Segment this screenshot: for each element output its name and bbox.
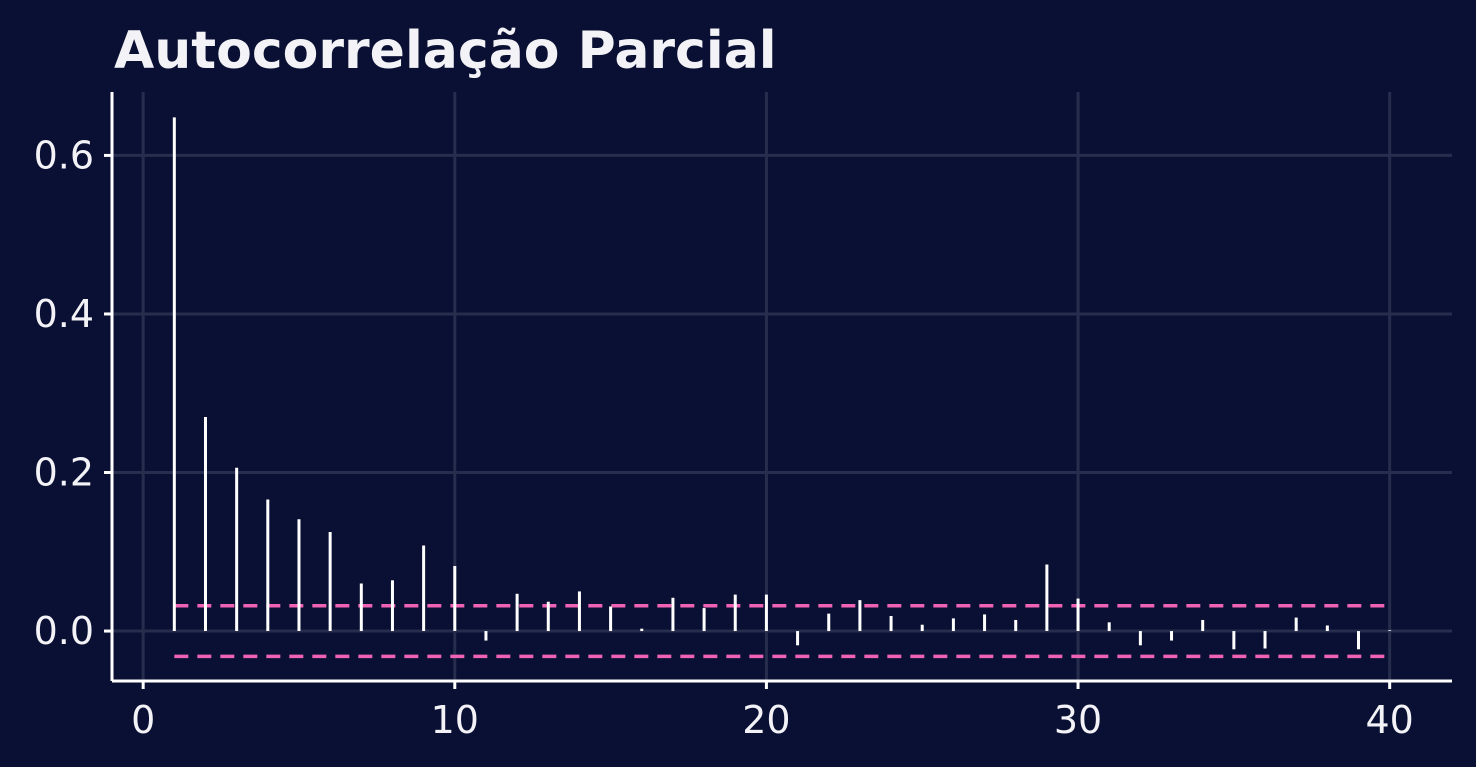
pacf-bars (172, 117, 1392, 650)
confidence-band (174, 603, 1390, 659)
y-tick-label: 0.4 (34, 292, 94, 336)
y-tick-label: 0.2 (34, 451, 94, 495)
axes (104, 92, 1452, 689)
y-tick-label: 0.6 (34, 133, 94, 177)
x-tick-label: 0 (131, 698, 155, 742)
x-tick-label: 40 (1365, 698, 1413, 742)
x-tick-label: 10 (431, 698, 479, 742)
grid-lines (112, 92, 1452, 681)
chart-title: Autocorrelação Parcial (114, 21, 777, 81)
x-tick-label: 20 (742, 698, 790, 742)
tick-labels: 0 10 20 30 40 0.0 0.2 0.4 0.6 (34, 133, 1414, 742)
x-tick-label: 30 (1054, 698, 1102, 742)
y-tick-label: 0.0 (34, 609, 94, 653)
